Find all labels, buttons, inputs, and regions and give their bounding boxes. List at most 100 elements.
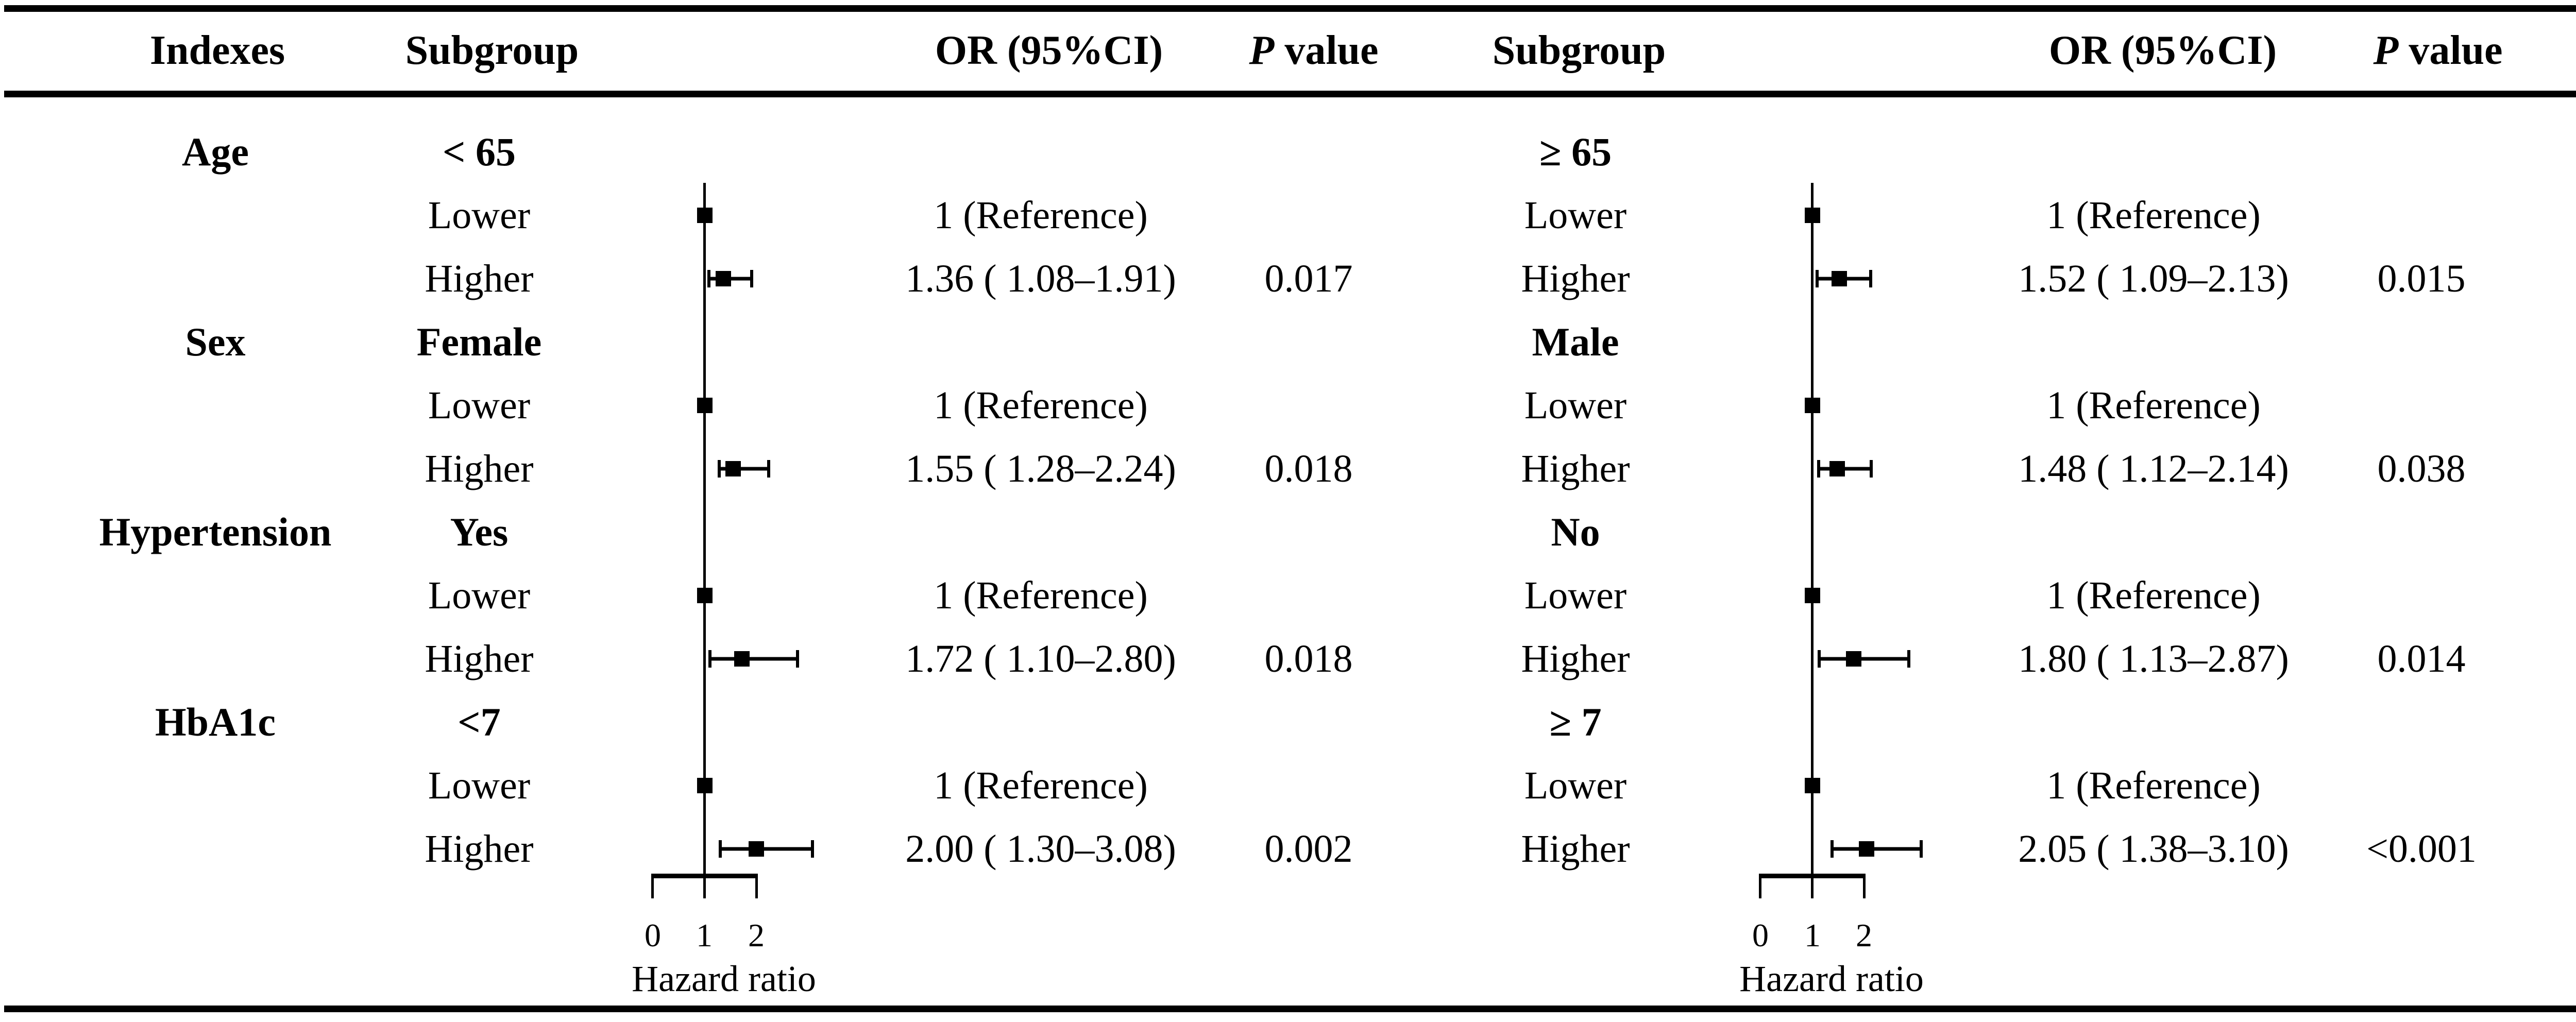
x-axis-tick xyxy=(703,874,706,898)
or-value: 1.72 ( 1.10–2.80) xyxy=(905,637,1176,680)
subgroup-label: ≥ 7 xyxy=(1549,700,1602,744)
row-label: Lower xyxy=(1524,574,1627,617)
ci-line xyxy=(1832,847,1921,851)
row-label: Higher xyxy=(1521,447,1630,490)
subgroup-label: < 65 xyxy=(443,129,516,174)
index-label: Hypertension xyxy=(99,509,332,554)
row-label: Lower xyxy=(428,384,531,427)
x-axis-tick xyxy=(1759,874,1761,898)
forest-point-square xyxy=(725,461,741,476)
p-value: 0.038 xyxy=(2377,447,2466,490)
ci-cap-high xyxy=(767,460,771,478)
forest-point-square xyxy=(697,398,713,413)
subgroup-label: No xyxy=(1551,509,1600,554)
header-indexes: Indexes xyxy=(149,28,285,73)
ci-line xyxy=(709,657,798,661)
x-axis-tick-label: 1 xyxy=(1804,917,1821,953)
index-label: HbA1c xyxy=(155,700,276,744)
or-value: 1 (Reference) xyxy=(2046,764,2261,807)
ci-cap-high xyxy=(796,650,800,668)
ci-cap-low xyxy=(707,270,710,287)
x-axis-tick xyxy=(651,874,654,898)
forest-point-square xyxy=(697,588,713,603)
ci-cap-low xyxy=(1817,460,1820,478)
ci-cap-low xyxy=(1817,650,1821,668)
ci-cap-low xyxy=(717,460,721,478)
x-axis-title-right: Hazard ratio xyxy=(1739,958,1924,999)
or-value: 1.52 ( 1.09–2.13) xyxy=(2018,257,2289,300)
row-label: Lower xyxy=(1524,384,1627,427)
x-axis-tick-label: 1 xyxy=(696,917,713,953)
or-value: 1 (Reference) xyxy=(2046,384,2261,427)
x-axis-title-left: Hazard ratio xyxy=(632,958,816,999)
or-value: 1 (Reference) xyxy=(934,384,1148,427)
p-value: 0.018 xyxy=(1264,637,1353,680)
x-axis-tick-label: 0 xyxy=(1752,917,1769,953)
p-rest: value xyxy=(2409,28,2503,73)
row-label: Lower xyxy=(1524,194,1627,237)
forest-point-square xyxy=(1804,588,1820,603)
header-or-right: OR (95%CI) xyxy=(2048,28,2277,73)
row-label: Higher xyxy=(1521,257,1630,300)
or-value: 1 (Reference) xyxy=(2046,574,2261,617)
header-p-value-right: P value xyxy=(2373,30,2502,71)
p-rest: value xyxy=(1284,28,1379,73)
header-rule xyxy=(4,91,2576,97)
ci-cap-high xyxy=(1919,840,1923,858)
subgroup-label: Yes xyxy=(450,509,509,554)
forest-point-square xyxy=(1831,271,1847,286)
forest-point-square xyxy=(1859,841,1875,857)
row-label: Higher xyxy=(425,637,534,680)
or-value: 1 (Reference) xyxy=(934,764,1148,807)
subgroup-label: ≥ 65 xyxy=(1539,129,1612,174)
subgroup-label: Female xyxy=(416,319,542,364)
ci-cap-high xyxy=(1870,460,1873,478)
subgroup-label: <7 xyxy=(457,700,501,744)
forest-point-square xyxy=(715,271,731,286)
x-axis-tick xyxy=(1811,874,1814,898)
ci-cap-low xyxy=(718,840,722,858)
forest-point-square xyxy=(1804,778,1820,793)
header-subgroup-right: Subgroup xyxy=(1492,28,1666,73)
or-value: 1 (Reference) xyxy=(934,194,1148,237)
forest-point-square xyxy=(1804,208,1820,223)
or-value: 1 (Reference) xyxy=(2046,194,2261,237)
p-value: 0.018 xyxy=(1264,447,1353,490)
or-value: 2.05 ( 1.38–3.10) xyxy=(2018,827,2289,871)
row-label: Higher xyxy=(425,257,534,300)
ci-cap-high xyxy=(1869,270,1873,287)
header-or-left: OR (95%CI) xyxy=(935,28,1163,73)
p-value: 0.017 xyxy=(1264,257,1353,300)
p-value: <0.001 xyxy=(2366,827,2477,871)
p-value: 0.015 xyxy=(2377,257,2466,300)
ci-cap-high xyxy=(810,840,814,858)
row-label: Higher xyxy=(1521,827,1630,871)
x-axis-tick xyxy=(1863,874,1866,898)
forest-point-square xyxy=(697,778,713,793)
header-p-value-left: P value xyxy=(1249,30,1378,71)
reference-line-left xyxy=(703,183,706,898)
or-value: 2.00 ( 1.30–3.08) xyxy=(905,827,1176,871)
index-label: Age xyxy=(182,129,249,174)
forest-point-square xyxy=(697,208,713,223)
p-value: 0.014 xyxy=(2377,637,2466,680)
ci-cap-high xyxy=(750,270,753,287)
or-value: 1.80 ( 1.13–2.87) xyxy=(2018,637,2289,680)
forest-point-square xyxy=(1829,461,1845,476)
ci-cap-low xyxy=(708,650,711,668)
bottom-rule xyxy=(4,1006,2576,1012)
ci-cap-low xyxy=(1830,840,1834,858)
row-label: Higher xyxy=(1521,637,1630,680)
header-subgroup-left: Subgroup xyxy=(405,28,579,73)
p-italic: P xyxy=(2373,28,2399,73)
ci-line xyxy=(1819,657,1909,661)
row-label: Higher xyxy=(425,827,534,871)
x-axis-tick-label: 2 xyxy=(1856,917,1872,953)
ci-cap-low xyxy=(1815,270,1819,287)
or-value: 1.48 ( 1.12–2.14) xyxy=(2018,447,2289,490)
or-value: 1 (Reference) xyxy=(934,574,1148,617)
subgroup-label: Male xyxy=(1532,319,1619,364)
forest-point-square xyxy=(749,841,764,857)
row-label: Lower xyxy=(428,574,531,617)
